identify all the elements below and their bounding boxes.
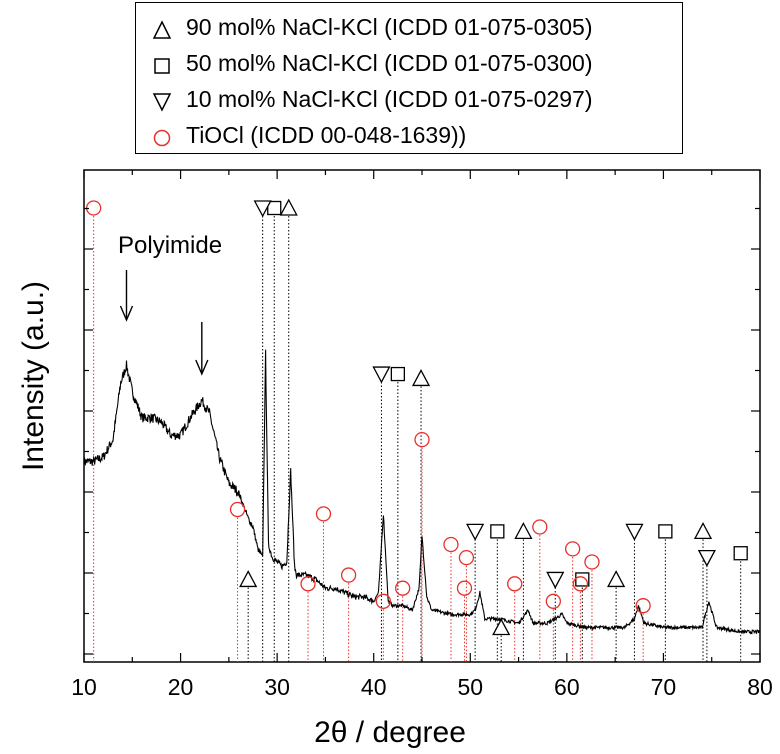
circle-marker	[635, 598, 651, 614]
xrd-curve	[83, 349, 761, 635]
legend: 90 mol% NaCl-KCl (ICDD 01-075-0305) 50 m…	[135, 2, 683, 154]
legend-item-10: 10 mol% NaCl-KCl (ICDD 01-075-0297)	[136, 83, 682, 119]
circle-marker	[340, 567, 357, 583]
circle-marker	[395, 580, 411, 596]
x-tick-label: 40	[361, 674, 387, 700]
square-marker	[390, 366, 406, 382]
triangle-down-marker	[625, 523, 644, 541]
polyimide-arrow-head	[195, 359, 209, 376]
triangle-down-marker	[546, 571, 565, 589]
triangle-up-marker	[514, 521, 533, 540]
circle-marker	[545, 593, 561, 609]
triangle-down-marker	[466, 523, 485, 541]
circle-marker	[229, 501, 246, 518]
circle-icon	[153, 129, 171, 147]
x-tick-label: 20	[168, 674, 194, 700]
circle-marker	[584, 554, 600, 570]
square-icon	[154, 58, 170, 74]
polyimide-label: Polyimide	[118, 232, 223, 259]
circle-marker	[300, 576, 316, 592]
legend-label: 90 mol% NaCl-KCl (ICDD 01-075-0305)	[186, 14, 593, 40]
triangle-down-marker	[697, 549, 716, 567]
x-axis-title: 2θ / degree	[314, 716, 466, 749]
square-marker	[490, 524, 505, 539]
polyimide-arrow-head	[119, 305, 134, 322]
square-marker	[658, 524, 673, 539]
square-marker	[575, 572, 590, 587]
circle-marker	[456, 580, 473, 596]
legend-item-50: 50 mol% NaCl-KCl (ICDD 01-075-0300)	[136, 47, 682, 83]
legend-item-90: 90 mol% NaCl-KCl (ICDD 01-075-0305)	[136, 11, 682, 47]
circle-marker	[507, 576, 523, 592]
triangle-down-icon	[152, 93, 172, 112]
legend-label: TiOCl (ICDD 00-048-1639))	[186, 122, 467, 148]
circle-marker	[414, 431, 430, 448]
x-tick-label: 80	[747, 674, 773, 700]
triangle-up-marker	[239, 570, 258, 588]
x-tick-label: 30	[264, 674, 290, 700]
x-tick-label: 60	[554, 674, 580, 700]
y-axis-title: Intensity (a.u.)	[17, 280, 50, 472]
legend-label: 10 mol% NaCl-KCl (ICDD 01-075-0297)	[186, 86, 593, 112]
square-marker	[733, 546, 748, 561]
triangle-up-marker	[279, 198, 298, 216]
circle-marker	[565, 541, 581, 557]
triangle-up-marker	[693, 521, 713, 540]
legend-item-tiocl: TiOCl (ICDD 00-048-1639))	[136, 119, 682, 155]
triangle-down-marker	[253, 200, 272, 218]
circle-marker	[315, 506, 332, 522]
circle-marker	[458, 549, 475, 566]
triangle-up-marker	[492, 618, 511, 636]
legend-label: 50 mol% NaCl-KCl (ICDD 01-075-0300)	[186, 50, 593, 76]
triangle-up-marker	[607, 570, 626, 588]
x-tick-label: 50	[457, 674, 483, 700]
circle-marker	[532, 519, 548, 535]
triangle-up-marker	[411, 369, 431, 387]
x-tick-label: 70	[651, 674, 677, 700]
x-tick-label: 10	[71, 674, 97, 700]
square-marker	[267, 200, 282, 216]
circle-marker	[375, 593, 392, 609]
triangle-down-marker	[372, 366, 391, 384]
triangle-up-icon	[152, 20, 172, 39]
circle-marker	[443, 536, 459, 553]
circle-marker	[572, 576, 589, 592]
